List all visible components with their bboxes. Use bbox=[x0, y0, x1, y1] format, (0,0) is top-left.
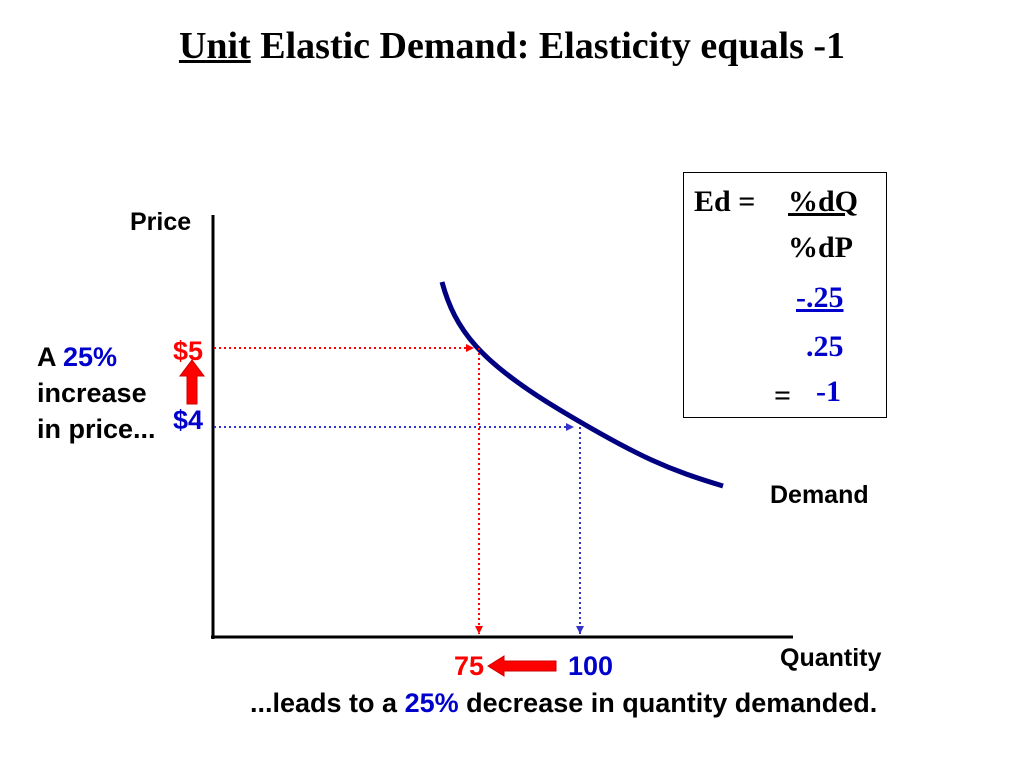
quantity-high-label: 100 bbox=[568, 651, 614, 681]
formula-den-value: .25 bbox=[806, 330, 844, 363]
quantity-low-label: 75 bbox=[454, 651, 485, 681]
page-title: Unit Elastic Demand: Elasticity equals -… bbox=[0, 24, 1024, 68]
left-note-a: A bbox=[37, 342, 56, 372]
formula-num-value: -.25 bbox=[796, 281, 844, 314]
left-note: A 25% increase in price... bbox=[37, 339, 156, 447]
left-note-line2: increase bbox=[37, 378, 147, 408]
demand-curve bbox=[439, 281, 724, 489]
formula-denominator: %dP bbox=[788, 231, 854, 264]
bottom-note-pct: 25% bbox=[404, 688, 459, 718]
quantity-decrease-arrow bbox=[487, 655, 557, 677]
left-note-pct: 25% bbox=[63, 342, 118, 372]
price-low-label: $4 bbox=[173, 405, 204, 435]
formula-equals: = bbox=[774, 379, 792, 412]
left-note-line3: in price... bbox=[37, 414, 156, 444]
title-rest: Elastic Demand: Elasticity equals -1 bbox=[250, 25, 846, 67]
formula-numerator: %dQ bbox=[788, 185, 859, 218]
price-increase-arrow bbox=[179, 359, 205, 405]
price-high-label: $5 bbox=[173, 336, 204, 366]
x-axis-label: Quantity bbox=[780, 644, 882, 672]
formula-lhs: Ed = bbox=[694, 185, 756, 218]
bottom-note: ...leads to a 25% decrease in quantity d… bbox=[250, 688, 877, 719]
title-underlined: Unit bbox=[178, 25, 251, 67]
bottom-note-post: decrease in quantity demanded. bbox=[466, 688, 878, 718]
left-note-line1: A 25% bbox=[37, 339, 156, 375]
y-axis-label: Price bbox=[130, 208, 192, 236]
bottom-note-pre: ...leads to a bbox=[250, 688, 398, 718]
demand-label: Demand bbox=[770, 481, 869, 509]
formula-result: -1 bbox=[816, 375, 841, 408]
elasticity-formula-box: Ed = %dQ %dP -.25 .25 = -1 bbox=[683, 172, 887, 418]
